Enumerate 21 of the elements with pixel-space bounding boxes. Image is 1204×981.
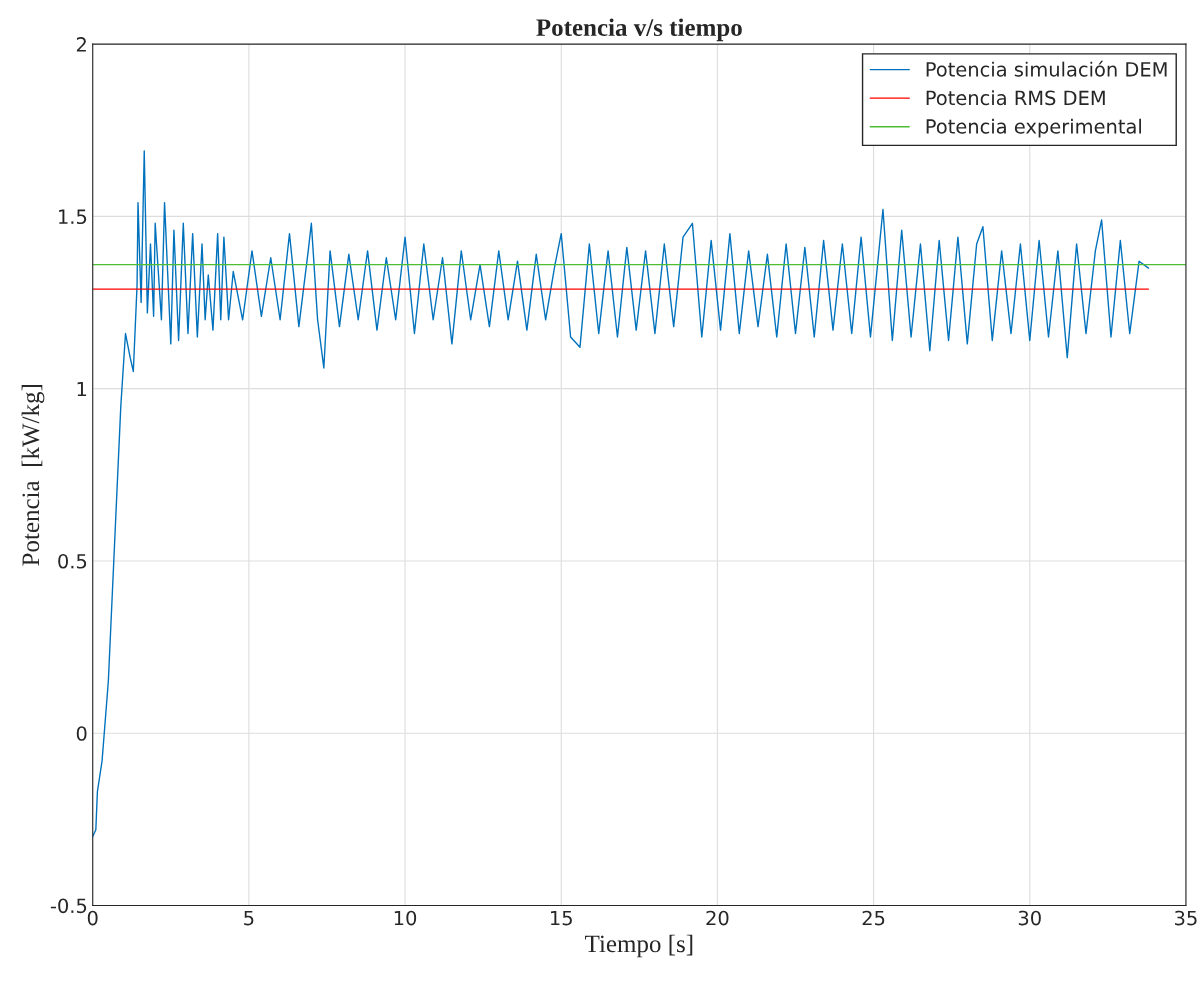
y-tick-label: 0 (76, 726, 87, 741)
x-tick-label: 30 (1018, 910, 1041, 926)
line-series (92, 150, 1150, 838)
x-axis-title: Tiempo [s] (585, 934, 693, 958)
x-tick-label: 10 (394, 910, 417, 926)
chart-title: Potencia v/s tiempo (536, 18, 742, 42)
y-tick-label: 1 (77, 381, 87, 397)
legend-label: Potencia experimental (926, 118, 1141, 138)
x-tick-label: 5 (244, 910, 254, 926)
y-tick-label: 1.5 (59, 209, 87, 225)
y-tick-label: -0.5 (50, 898, 87, 914)
x-tick-label: 0 (87, 910, 98, 926)
y-tick-label: 2 (76, 37, 86, 52)
x-tick-label: 20 (706, 910, 729, 926)
x-tick-label: 35 (1175, 910, 1197, 926)
legend-label: Potencia simulación DEM (926, 60, 1167, 77)
y-tick-label: 0.5 (58, 553, 87, 569)
y-axis-title: Potencia [kW/kg] (21, 385, 45, 566)
x-tick-label: 25 (862, 910, 885, 926)
x-tick-label: 15 (551, 910, 572, 926)
legend-label: Potencia RMS DEM (926, 90, 1105, 106)
